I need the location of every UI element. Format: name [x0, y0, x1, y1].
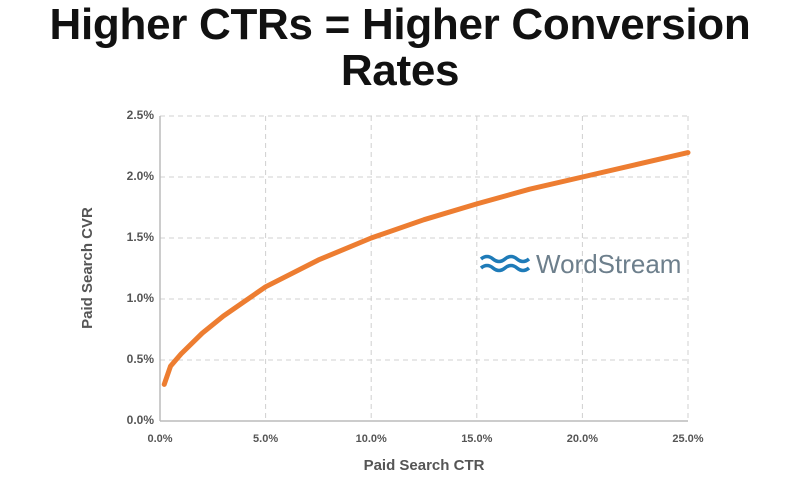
x-tick-label: 20.0%	[567, 433, 598, 445]
x-tick-label: 10.0%	[356, 433, 387, 445]
y-axis-title: Paid Search CVR	[79, 207, 96, 329]
logo-wave	[479, 254, 531, 264]
x-tick-label: 25.0%	[672, 433, 703, 445]
x-tick-label: 0.0%	[147, 433, 172, 445]
y-tick-label: 0.5%	[127, 352, 155, 366]
x-tick-label: 15.0%	[461, 433, 492, 445]
x-axis-title: Paid Search CTR	[364, 457, 485, 474]
chart-title: Higher CTRs = Higher Conversion Rates	[49, 0, 751, 95]
y-tick-label: 2.5%	[127, 108, 155, 122]
y-tick-label: 2.0%	[127, 169, 155, 183]
data-line	[161, 150, 691, 387]
y-tick-label: 1.0%	[127, 291, 155, 305]
y-tick-label: 0.0%	[127, 413, 155, 427]
plot: 0.0% 0.5% 1.0% 1.5% 2.0% 2.5% 0.0% 5.0% 10.0% 15.…	[127, 108, 704, 445]
y-tick-label: 1.5%	[127, 230, 155, 244]
logo-wave	[479, 263, 531, 273]
logo-text: WordStream	[536, 249, 681, 279]
x-tick-label: 5.0%	[253, 433, 278, 445]
logo: WordStream	[479, 249, 681, 279]
